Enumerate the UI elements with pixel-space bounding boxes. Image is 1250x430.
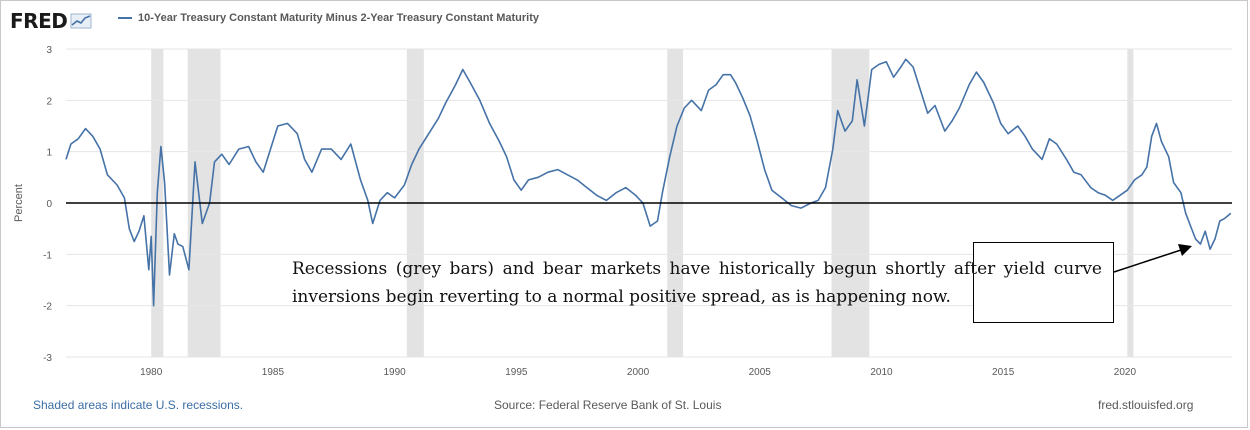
y-tick-label: 3 [46,45,52,56]
x-tick-label: 1980 [140,367,163,378]
x-tick-label: 2010 [870,367,893,378]
x-tick-label: 2015 [992,367,1015,378]
y-tick-label: 2 [46,96,52,107]
source-note: Source: Federal Reserve Bank of St. Loui… [494,398,722,412]
legend-label: 10-Year Treasury Constant Maturity Minus… [138,12,540,24]
y-tick-label: -3 [43,353,52,364]
x-tick-label: 2000 [627,367,650,378]
y-tick-label: -1 [43,250,52,261]
series-line [65,58,1232,307]
fred-logo[interactable]: FRED [10,8,92,34]
x-tick-label: 1990 [383,367,406,378]
x-tick-label: 1995 [505,367,528,378]
y-axis-label: Percent [13,184,25,222]
y-tick-label: -2 [43,302,52,313]
y-tick-label: 1 [46,148,52,159]
site-url[interactable]: fred.stlouisfed.org [1098,398,1194,412]
legend-swatch [118,17,132,19]
brand-name: FRED [10,9,68,33]
recession-note: Shaded areas indicate U.S. recessions. [33,398,244,412]
x-tick-label: 1985 [262,367,285,378]
line-chart-icon [70,13,92,29]
y-tick-label: 0 [46,199,52,210]
x-tick-label: 2020 [1114,367,1137,378]
annotation-box [973,242,1114,323]
annotation-arrow-shaft [1113,248,1185,273]
annotation-text: Recessions (grey bars) and bear markets … [292,259,1102,307]
annotation-arrow-head [1178,244,1192,256]
x-tick-label: 2005 [749,367,772,378]
chart-legend: 10-Year Treasury Constant Maturity Minus… [118,12,539,24]
